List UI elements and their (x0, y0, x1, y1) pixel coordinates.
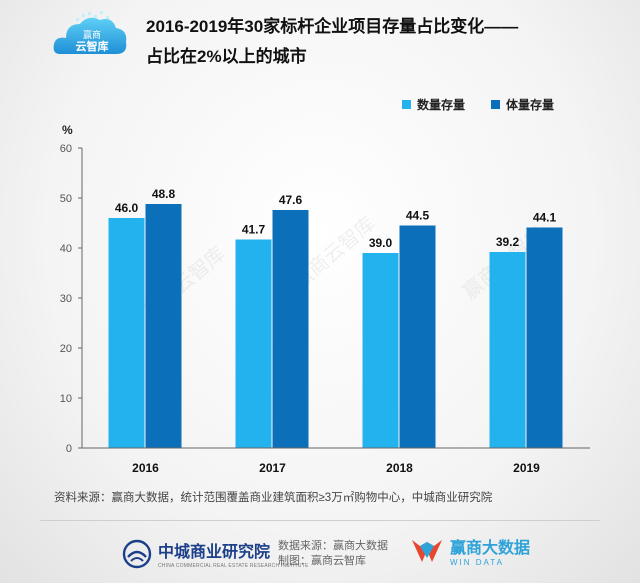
data-label: 47.6 (279, 193, 303, 207)
bar-chart: 赢商云智库赢商云智库赢商云智库 % 0 10 20 30 40 50 60 46.0 48.8… (60, 123, 590, 475)
watermark-layer: 赢商云智库赢商云智库赢商云智库 (138, 212, 549, 324)
bar-count (235, 239, 272, 448)
credits: 数据来源：赢商大数据 制图：赢商云智库 (278, 539, 388, 569)
data-label: 41.7 (242, 223, 266, 237)
legend-item-volume: 体量存量 (491, 96, 554, 113)
x-tick-label: 2019 (513, 461, 540, 475)
data-label: 48.8 (152, 187, 176, 201)
org-emblem-icon (122, 539, 152, 568)
data-source-credit: 数据来源：赢商大数据 (278, 540, 388, 552)
data-label: 39.0 (369, 236, 393, 250)
cloud-logo-icon: 赢商 云智库 (53, 11, 127, 54)
title-line1: 2016-2019年30家标杆企业项目存量占比变化—— (146, 17, 519, 36)
legend-swatch-volume (491, 100, 501, 109)
x-tick-label: 2017 (259, 461, 286, 475)
data-label: 44.5 (406, 209, 430, 223)
data-label: 44.1 (533, 211, 557, 225)
y-tick-label: 0 (66, 443, 72, 455)
bar-volume (399, 225, 436, 448)
bars: 46.0 48.8 41.7 47.6 39.0 44.5 39.2 44.1 (108, 187, 563, 448)
org-name: 中城商业研究院 (158, 542, 271, 561)
title-line2: 占比在2%以上的城市 (146, 47, 307, 66)
y-tick-label: 60 (60, 143, 72, 155)
legend-label-volume: 体量存量 (506, 98, 555, 112)
windata-logo-icon (412, 539, 442, 562)
data-label: 39.2 (496, 235, 520, 249)
logo-line1: 赢商 (83, 29, 101, 40)
y-tick-label: 50 (60, 193, 72, 205)
bar-count (489, 252, 526, 448)
logo-line2: 云智库 (76, 39, 109, 53)
y-tick-label: 20 (60, 343, 72, 355)
chart-title: 2016-2019年30家标杆企业项目存量占比变化—— 占比在2%以上的城市 (146, 12, 626, 72)
org-subtitle: CHINA COMMERCIAL REAL ESTATE RESEARCH IN… (158, 563, 309, 569)
brand-logo: 赢商 云智库 (52, 8, 130, 64)
y-axis-label: % (62, 123, 73, 137)
windata-name: 赢商大数据 (450, 540, 531, 557)
windata-subtitle: WIN DATA (450, 558, 504, 567)
bar-count (362, 253, 399, 448)
org-brand: 中城商业研究院 CHINA COMMERCIAL REAL ESTATE RES… (122, 538, 309, 569)
y-tick-label: 10 (60, 393, 72, 405)
bar-volume (526, 227, 563, 448)
legend: 数量存量 体量存量 (402, 96, 554, 113)
footer-divider (40, 520, 600, 521)
y-tick-label: 40 (60, 243, 72, 255)
bar-count (108, 218, 145, 448)
made-by-credit: 制图：赢商云智库 (278, 555, 366, 567)
data-label: 46.0 (115, 201, 139, 215)
x-tick-label: 2016 (132, 461, 159, 475)
legend-item-count: 数量存量 (402, 96, 465, 113)
bar-volume (145, 204, 182, 448)
source-note: 资料来源：赢商大数据，统计范围覆盖商业建筑面积≥3万㎡购物中心，中城商业研究院 (54, 492, 493, 504)
windata-brand: 赢商大数据 WIN DATA (410, 534, 530, 567)
legend-label-count: 数量存量 (417, 98, 466, 112)
y-axis: 0 10 20 30 40 50 60 (60, 143, 83, 455)
x-tick-label: 2018 (386, 461, 413, 475)
bar-volume (272, 210, 309, 448)
y-tick-label: 30 (60, 293, 72, 305)
x-axis: 2016 2017 2018 2019 (82, 447, 590, 475)
legend-swatch-count (402, 100, 411, 109)
